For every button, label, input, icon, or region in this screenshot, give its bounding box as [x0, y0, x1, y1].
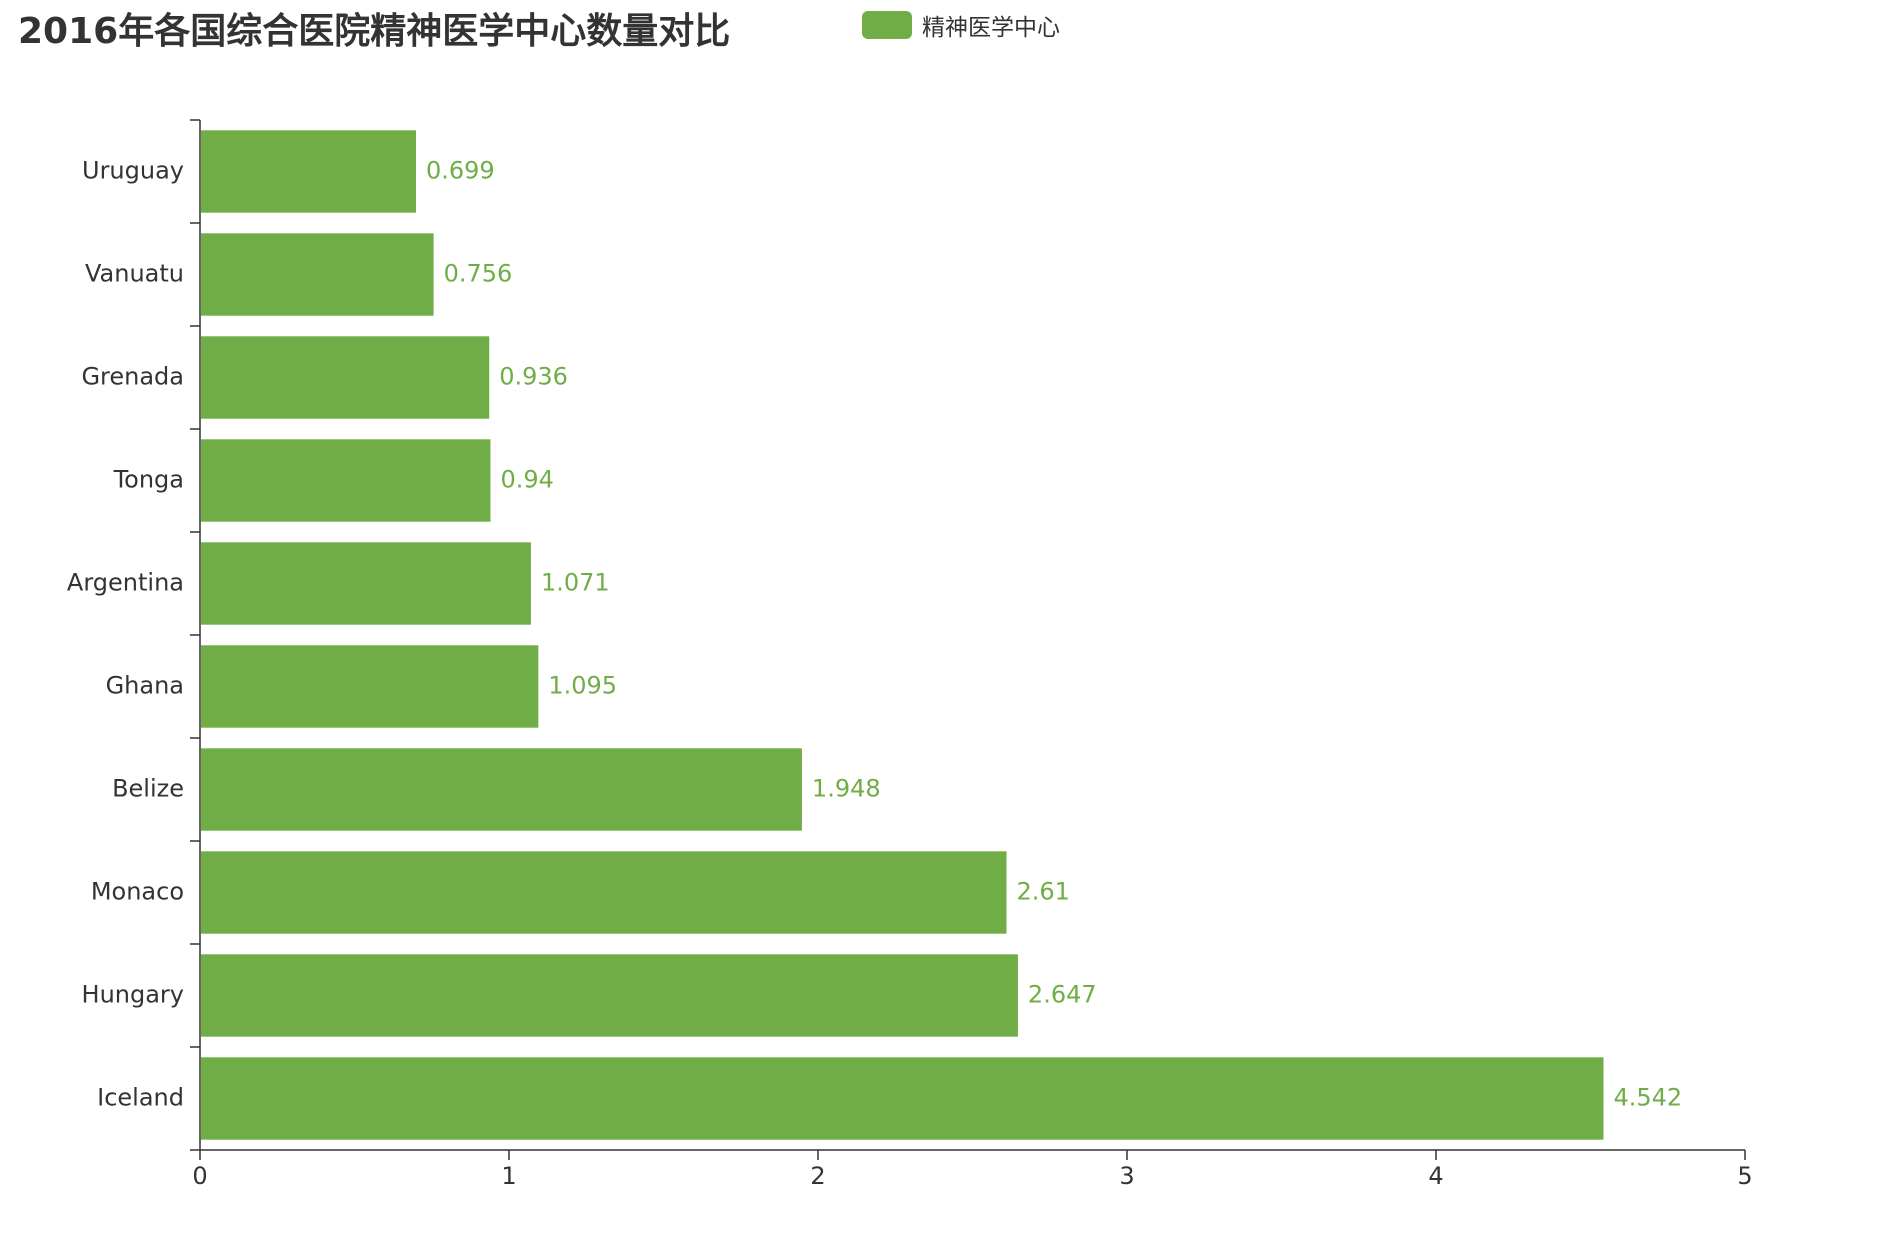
x-tick-label-3: 3	[1119, 1162, 1134, 1190]
legend[interactable]: 精神医学中心	[862, 8, 1060, 42]
y-ticks	[190, 119, 200, 1151]
legend-swatch	[862, 11, 912, 39]
y-tick-label-monaco: Monaco	[91, 878, 184, 906]
x-tick-label-5: 5	[1737, 1162, 1752, 1190]
value-label-uruguay: 0.699	[426, 157, 495, 185]
y-tick-label-belize: Belize	[112, 775, 184, 803]
legend-label: 精神医学中心	[922, 15, 1060, 41]
x-tick-label-4: 4	[1428, 1162, 1443, 1190]
value-label-monaco: 2.61	[1016, 878, 1069, 906]
value-label-iceland: 4.542	[1613, 1084, 1682, 1112]
bar-belize[interactable]	[201, 748, 802, 831]
y-tick-label-hungary: Hungary	[82, 981, 184, 1009]
x-tick-label-2: 2	[810, 1162, 825, 1190]
value-label-hungary: 2.647	[1028, 981, 1097, 1009]
y-tick-label-ghana: Ghana	[106, 672, 184, 700]
bar-tonga[interactable]	[201, 439, 491, 522]
value-labels-layer: 0.699 0.756 0.936 0.94 1.071 1.095 1.948 2.61 2.…	[426, 157, 1682, 1112]
y-tick-label-iceland: Iceland	[97, 1084, 184, 1112]
y-tick-label-vanuatu: Vanuatu	[85, 260, 184, 288]
y-tick-label-uruguay: Uruguay	[82, 157, 184, 185]
value-label-ghana: 1.095	[548, 672, 617, 700]
y-axis: Uruguay Vanuatu Grenada Tonga Argentina Ghana…	[67, 119, 201, 1151]
bar-argentina[interactable]	[201, 542, 531, 625]
x-tick-label-1: 1	[501, 1162, 516, 1190]
y-tick-label-tonga: Tonga	[113, 466, 184, 494]
bar-iceland[interactable]	[201, 1057, 1604, 1140]
value-label-belize: 1.948	[812, 775, 881, 803]
bar-uruguay[interactable]	[201, 130, 416, 213]
y-tick-label-grenada: Grenada	[81, 363, 184, 391]
value-label-vanuatu: 0.756	[444, 260, 513, 288]
x-axis: 0 1 2 3 4 5	[192, 1149, 1753, 1190]
x-tick-label-0: 0	[192, 1162, 207, 1190]
y-tick-labels: Uruguay Vanuatu Grenada Tonga Argentina Ghana…	[67, 157, 184, 1112]
value-label-tonga: 0.94	[500, 466, 553, 494]
chart-title: 2016年各国综合医院精神医学中心数量对比	[18, 11, 731, 52]
bar-vanuatu[interactable]	[201, 233, 434, 316]
x-tick-labels: 0 1 2 3 4 5	[192, 1162, 1752, 1190]
bar-hungary[interactable]	[201, 954, 1018, 1037]
value-label-argentina: 1.071	[541, 569, 610, 597]
bar-ghana[interactable]	[201, 645, 539, 728]
value-label-grenada: 0.936	[499, 363, 568, 391]
bar-grenada[interactable]	[201, 336, 490, 419]
bar-monaco[interactable]	[201, 851, 1007, 934]
bars-layer	[201, 130, 1604, 1140]
y-tick-label-argentina: Argentina	[67, 569, 184, 597]
x-ticks	[199, 1150, 1746, 1160]
